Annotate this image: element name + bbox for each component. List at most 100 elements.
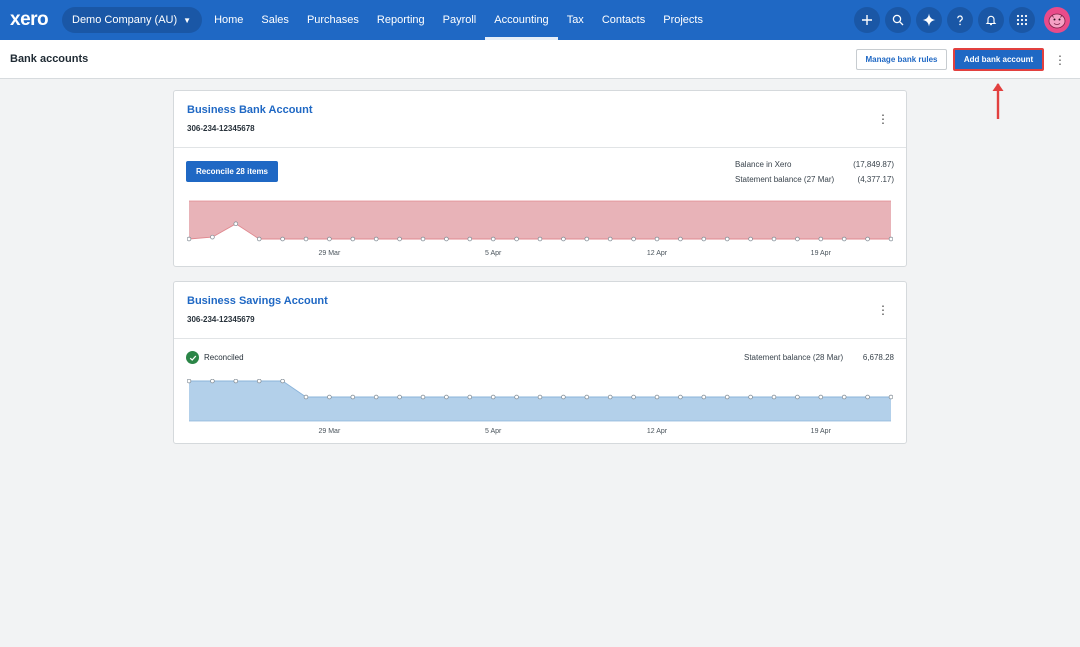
card-body: Reconcile 28 items Balance in Xero (17,8… bbox=[174, 148, 906, 266]
savings-account-card: Business Savings Account 306-234-1234567… bbox=[173, 281, 907, 444]
bank-account-card: Business Bank Account 306-234-12345678 ⋮… bbox=[173, 90, 907, 267]
account-number: 306-234-12345678 bbox=[187, 124, 255, 133]
chart-point[interactable] bbox=[701, 236, 707, 242]
add-bank-account-button[interactable]: Add bank account bbox=[955, 50, 1042, 69]
search-icon[interactable] bbox=[885, 7, 911, 33]
xero-logo[interactable]: xero bbox=[10, 9, 49, 30]
chart-point[interactable] bbox=[350, 394, 356, 400]
account-name-link[interactable]: Business Savings Account bbox=[187, 295, 328, 307]
chart-point[interactable] bbox=[373, 236, 379, 242]
chart-point[interactable] bbox=[467, 236, 473, 242]
chart-point[interactable] bbox=[187, 236, 192, 242]
chart-point[interactable] bbox=[771, 236, 777, 242]
chart-point[interactable] bbox=[818, 394, 824, 400]
chart-point[interactable] bbox=[678, 394, 683, 400]
chart-point[interactable] bbox=[256, 379, 262, 384]
chart-point[interactable] bbox=[514, 394, 519, 400]
org-switcher[interactable]: Demo Company (AU) ▼ bbox=[62, 7, 203, 33]
chart-point[interactable] bbox=[514, 236, 519, 242]
chart-point[interactable] bbox=[888, 394, 893, 400]
nav-item-contacts[interactable]: Contacts bbox=[601, 14, 646, 26]
nav-item-accounting[interactable]: Accounting bbox=[485, 0, 559, 40]
help-icon[interactable] bbox=[947, 7, 973, 33]
account-name-link[interactable]: Business Bank Account bbox=[187, 104, 313, 116]
chart-point[interactable] bbox=[490, 394, 496, 400]
chart-point[interactable] bbox=[654, 236, 660, 242]
chart-point[interactable] bbox=[584, 236, 590, 242]
chart-point[interactable] bbox=[561, 236, 566, 242]
user-avatar[interactable] bbox=[1044, 7, 1070, 33]
card-menu-icon[interactable]: ⋮ bbox=[877, 112, 889, 126]
chart-point[interactable] bbox=[373, 394, 379, 400]
chart-point[interactable] bbox=[631, 394, 636, 400]
org-name: Demo Company (AU) bbox=[72, 14, 178, 26]
nav-item-tax[interactable]: Tax bbox=[566, 14, 584, 26]
chart-point[interactable] bbox=[724, 236, 730, 242]
chart-point[interactable] bbox=[303, 394, 309, 400]
chart-point[interactable] bbox=[187, 379, 192, 384]
sparkle-icon[interactable] bbox=[916, 7, 942, 33]
chart-point[interactable] bbox=[865, 236, 870, 242]
bell-icon[interactable] bbox=[978, 7, 1004, 33]
chart-point[interactable] bbox=[818, 236, 824, 242]
chart-point[interactable] bbox=[865, 394, 870, 400]
chart-point[interactable] bbox=[233, 221, 239, 227]
more-options-icon[interactable]: ⋮ bbox=[1054, 53, 1066, 67]
chart-point[interactable] bbox=[748, 236, 753, 242]
chart-point[interactable] bbox=[210, 379, 215, 384]
chart-point[interactable] bbox=[490, 236, 496, 242]
chart-point[interactable] bbox=[303, 236, 309, 242]
plus-icon[interactable] bbox=[854, 7, 880, 33]
chart-point[interactable] bbox=[210, 234, 215, 240]
chart-x-tick-label: 19 Apr bbox=[811, 428, 832, 435]
apps-grid-icon[interactable] bbox=[1009, 7, 1035, 33]
chart-point[interactable] bbox=[420, 394, 426, 400]
chart-point[interactable] bbox=[795, 394, 800, 400]
chart-point[interactable] bbox=[888, 236, 893, 242]
chart-point[interactable] bbox=[467, 394, 473, 400]
chart-point[interactable] bbox=[771, 394, 777, 400]
nav-item-payroll[interactable]: Payroll bbox=[442, 14, 477, 26]
balance-chart: 29 Mar 5 Apr 12 Apr 19 Apr bbox=[187, 200, 893, 257]
chart-point[interactable] bbox=[327, 394, 332, 400]
manage-bank-rules-button[interactable]: Manage bank rules bbox=[856, 49, 947, 70]
nav-icon-group bbox=[849, 7, 1070, 33]
chart-x-tick-label: 5 Apr bbox=[485, 250, 502, 257]
chart-point[interactable] bbox=[280, 236, 285, 242]
chart-point[interactable] bbox=[631, 236, 636, 242]
chart-point[interactable] bbox=[841, 394, 847, 400]
chart-point[interactable] bbox=[537, 236, 543, 242]
chart-point[interactable] bbox=[654, 394, 660, 400]
chart-point[interactable] bbox=[256, 236, 262, 242]
nav-item-purchases[interactable]: Purchases bbox=[306, 14, 359, 26]
chart-point[interactable] bbox=[280, 379, 285, 384]
chart-point[interactable] bbox=[678, 236, 683, 242]
chart-point[interactable] bbox=[748, 394, 753, 400]
chart-point[interactable] bbox=[444, 394, 449, 400]
chart-point[interactable] bbox=[444, 236, 449, 242]
chart-point[interactable] bbox=[724, 394, 730, 400]
nav-item-sales[interactable]: Sales bbox=[261, 14, 289, 26]
chart-point[interactable] bbox=[561, 394, 566, 400]
chart-point[interactable] bbox=[701, 394, 707, 400]
chart-point[interactable] bbox=[233, 379, 239, 384]
chart-point[interactable] bbox=[607, 394, 613, 400]
chart-x-tick-label: 29 Mar bbox=[319, 428, 341, 435]
chart-point[interactable] bbox=[350, 236, 356, 242]
card-menu-icon[interactable]: ⋮ bbox=[877, 303, 889, 317]
chart-point[interactable] bbox=[841, 236, 847, 242]
chart-x-tick-label: 29 Mar bbox=[319, 250, 341, 257]
chart-x-tick-label: 5 Apr bbox=[485, 428, 502, 435]
chart-point[interactable] bbox=[537, 394, 543, 400]
chart-point[interactable] bbox=[420, 236, 426, 242]
chart-point[interactable] bbox=[795, 236, 800, 242]
chart-point[interactable] bbox=[607, 236, 613, 242]
nav-item-reporting[interactable]: Reporting bbox=[376, 14, 425, 26]
chart-point[interactable] bbox=[397, 236, 402, 242]
chart-point[interactable] bbox=[397, 394, 402, 400]
nav-item-projects[interactable]: Projects bbox=[663, 14, 703, 26]
reconcile-button[interactable]: Reconcile 28 items bbox=[186, 161, 278, 182]
chart-point[interactable] bbox=[584, 394, 590, 400]
chart-point[interactable] bbox=[327, 236, 332, 242]
nav-item-home[interactable]: Home bbox=[214, 14, 244, 26]
